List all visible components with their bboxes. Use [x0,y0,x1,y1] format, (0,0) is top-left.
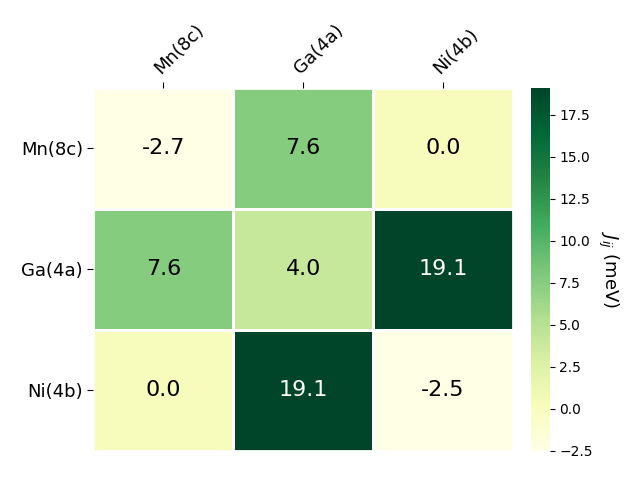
Bar [93,209,233,330]
Text: -2.5: -2.5 [421,380,465,400]
Bar [233,209,373,330]
Text: 0.0: 0.0 [145,380,181,400]
Text: 4.0: 4.0 [285,259,321,279]
Bar [373,88,513,209]
Bar [373,330,513,451]
Text: 19.1: 19.1 [278,380,328,400]
Bar [233,88,373,209]
Text: 19.1: 19.1 [419,259,468,279]
Bar [93,88,233,209]
Y-axis label: $J_{ij}$ (meV): $J_{ij}$ (meV) [596,231,621,308]
Bar [93,330,233,451]
Bar [373,209,513,330]
Text: 7.6: 7.6 [285,138,321,158]
Bar [233,330,373,451]
Text: 7.6: 7.6 [146,259,181,279]
Text: -2.7: -2.7 [141,138,185,158]
Text: 0.0: 0.0 [426,138,461,158]
